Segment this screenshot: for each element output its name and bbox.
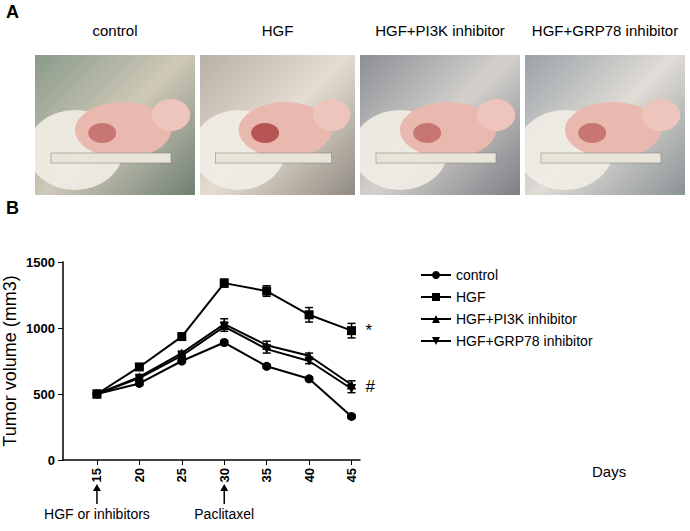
svg-text:#: # (366, 377, 376, 396)
html-text:HGF: HGF (261, 22, 294, 39)
svg-text:Days: Days (592, 463, 626, 480)
html-text:HGF+PI3K inhibitor: HGF+PI3K inhibitor (375, 22, 505, 39)
svg-text:B: B (6, 198, 19, 218)
svg-text:500: 500 (33, 387, 55, 402)
svg-text:HGF+PI3K inhibitor: HGF+PI3K inhibitor (456, 311, 577, 327)
svg-text:35: 35 (259, 468, 274, 482)
html-text:HGF+GRP78 inhibitor: HGF+GRP78 inhibitor (531, 22, 679, 39)
svg-text:25: 25 (174, 468, 189, 482)
svg-text:Tumor volume (mm3): Tumor volume (mm3) (0, 275, 20, 446)
svg-text:*: * (366, 321, 373, 340)
svg-text:30: 30 (217, 468, 232, 482)
svg-text:1500: 1500 (26, 255, 55, 270)
svg-text:Paclitaxel: Paclitaxel (194, 506, 254, 522)
svg-text:0: 0 (48, 453, 55, 468)
svg-text:control: control (456, 267, 498, 283)
html-text:A: A (6, 2, 19, 22)
svg-text:15: 15 (89, 468, 104, 482)
svg-text:1000: 1000 (26, 321, 55, 336)
html-text:control: control (92, 22, 138, 39)
svg-text:HGF: HGF (456, 289, 486, 305)
svg-text:HGF+GRP78 inhibitor: HGF+GRP78 inhibitor (456, 333, 593, 349)
svg-text:40: 40 (302, 468, 317, 482)
svg-text:45: 45 (344, 468, 359, 482)
svg-text:20: 20 (132, 468, 147, 482)
svg-text:HGF or inhibitors: HGF or inhibitors (44, 506, 150, 522)
